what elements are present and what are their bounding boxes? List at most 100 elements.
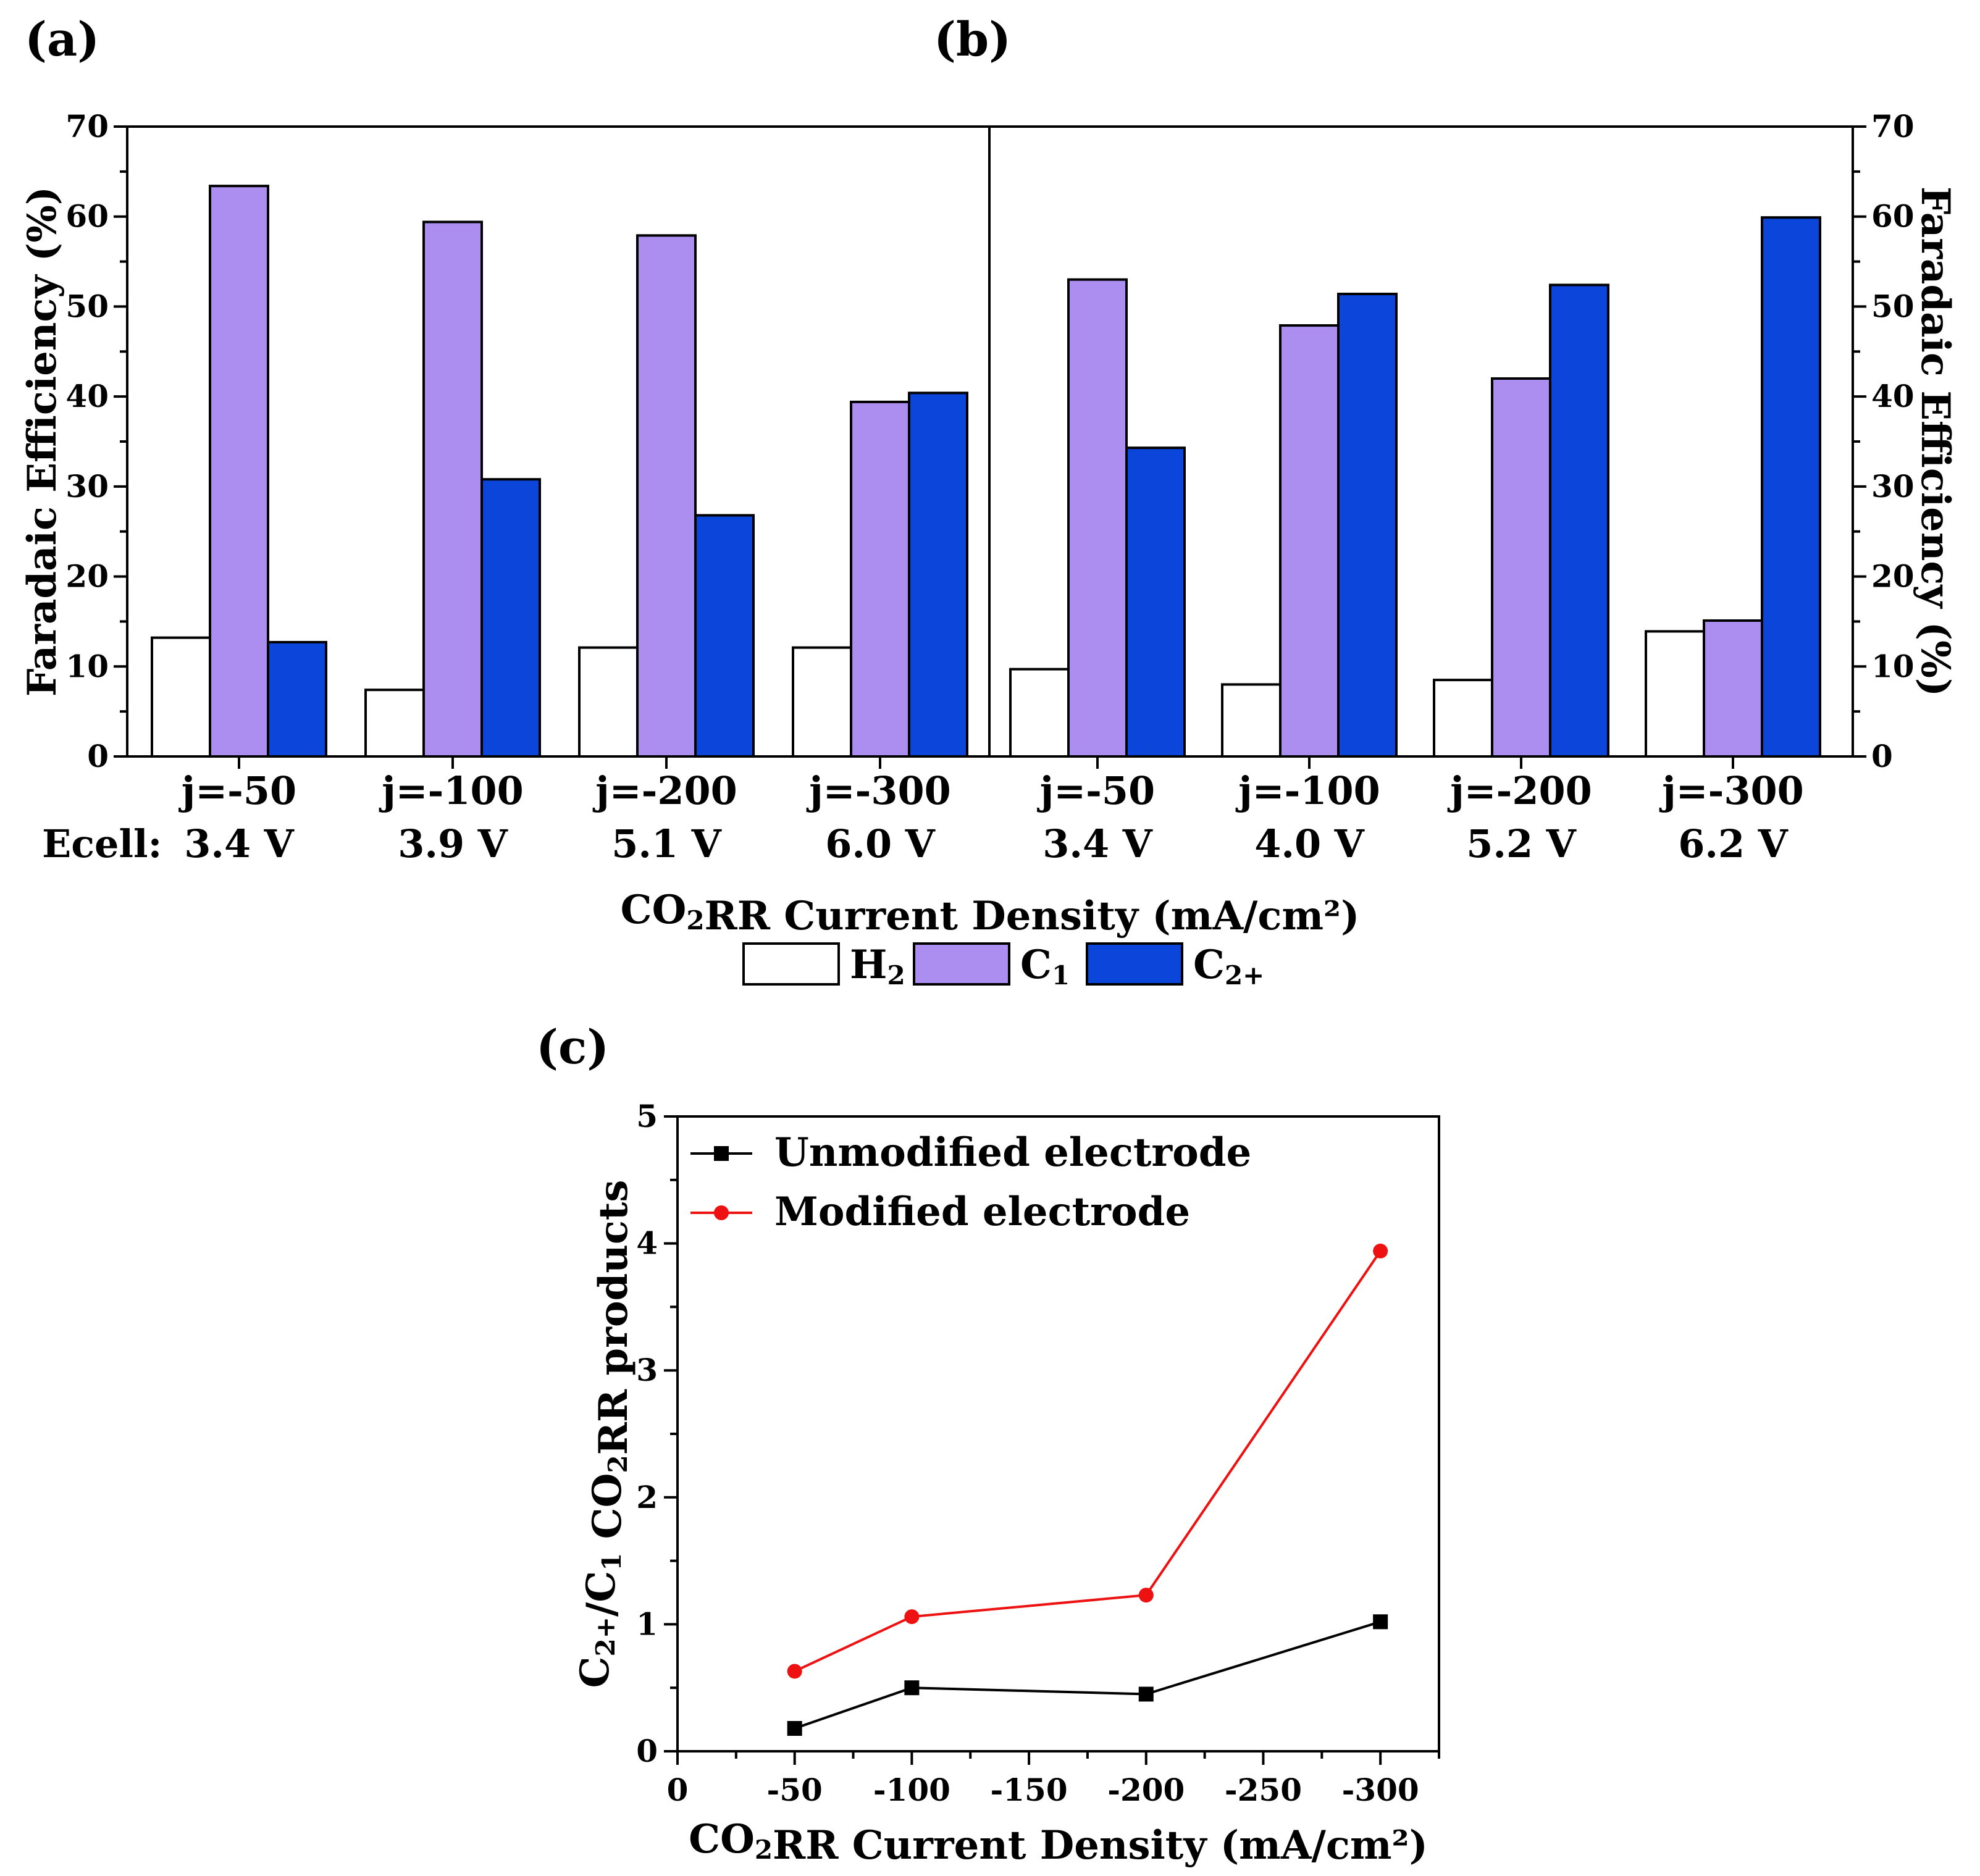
data-point-1-2 xyxy=(1138,1588,1154,1603)
ecell-label-b-3: 6.2 V xyxy=(1678,821,1788,866)
text-part: C xyxy=(1193,942,1225,988)
c-x-tick-label-6: -300 xyxy=(1342,1772,1419,1808)
text-subscript: 2 xyxy=(686,905,704,936)
bar-b-H2-3 xyxy=(1645,630,1705,758)
text-part: CO xyxy=(584,1473,631,1553)
bar-b-H2-0 xyxy=(1009,668,1070,758)
text-part: CO xyxy=(621,887,687,933)
y-tick-label-a-5: 50 xyxy=(65,288,109,324)
bar-a-C2+-0 xyxy=(267,640,327,758)
bar-a-C2+-3 xyxy=(908,392,968,758)
c-y-tick-label-5: 5 xyxy=(636,1098,658,1134)
ecell-label-a-2: 5.1 V xyxy=(611,821,721,866)
text-subscript: 2 xyxy=(603,1455,633,1473)
y-tick-label-a-1: 10 xyxy=(65,648,109,684)
y-tick-label-b-3: 30 xyxy=(1871,468,1915,505)
bar-a-C1-2 xyxy=(636,234,697,758)
text-part: RR Current Density (mA/cm²) xyxy=(773,1822,1428,1869)
bar-b-H2-2 xyxy=(1433,679,1493,758)
c-y-tick-label-0: 0 xyxy=(636,1733,658,1769)
text-subscript: 2+ xyxy=(590,1617,621,1656)
bar-a-H2-2 xyxy=(578,646,639,758)
legend-swatch-0 xyxy=(742,942,840,986)
panel-label-b: (b) xyxy=(934,12,1011,67)
ecell-label-b-0: 3.4 V xyxy=(1042,821,1152,866)
c-y-tick-label-3: 3 xyxy=(636,1352,658,1388)
text-subscript: 1 xyxy=(597,1552,627,1570)
bar-b-C2+-3 xyxy=(1761,216,1821,758)
c-x-tick-label-1: -50 xyxy=(767,1772,823,1808)
panel-labels: (a) (b) (c) xyxy=(25,12,1011,1074)
data-point-0-0 xyxy=(787,1720,802,1736)
data-point-0-3 xyxy=(1373,1614,1388,1630)
y-tick-label-a-4: 40 xyxy=(65,378,109,414)
bar-b-C1-1 xyxy=(1279,324,1340,758)
c-y-axis-title: C2+/C1 CO2RR products xyxy=(572,1180,637,1688)
top-x-axis-title: CO2RR Current Density (mA/cm²) xyxy=(621,887,1360,939)
bar-a-C1-1 xyxy=(422,220,483,758)
category-label-b-3: j=-300 xyxy=(1659,768,1804,813)
bar-a-C1-0 xyxy=(209,185,269,758)
text-subscript: 2 xyxy=(887,960,905,990)
panel-c-line-chart: 0 -50 -100 -150 -200 -250 -300 0 1 2 3 4 5 Unmodified… xyxy=(572,1098,1440,1869)
category-label-a-0: j=-50 xyxy=(178,768,296,813)
y-tick-label-a-6: 60 xyxy=(65,198,109,235)
c-legend-marker-1 xyxy=(714,1205,729,1220)
ecell-label-b-2: 5.2 V xyxy=(1466,821,1576,866)
y-tick-label-b-5: 50 xyxy=(1871,288,1915,324)
text-part: C xyxy=(572,1656,618,1688)
data-point-1-1 xyxy=(904,1609,920,1625)
y-tick-label-b-0: 0 xyxy=(1871,738,1893,774)
category-label-a-3: j=-300 xyxy=(806,768,951,813)
y-tick-label-a-2: 20 xyxy=(65,558,109,595)
y-tick-label-b-1: 10 xyxy=(1871,648,1915,684)
c-legend-label-1: Modified electrode xyxy=(774,1189,1190,1235)
y-tick-label-b-4: 40 xyxy=(1871,378,1915,414)
y-tick-label-b-7: 70 xyxy=(1871,108,1915,144)
text-part: /C xyxy=(578,1571,624,1617)
ecell-label-a-3: 6.0 V xyxy=(825,821,935,866)
bar-b-C1-0 xyxy=(1067,278,1128,758)
y-tick-label-a-7: 70 xyxy=(65,108,109,144)
c-x-tick-label-4: -200 xyxy=(1107,1772,1185,1808)
text-subscript: 2 xyxy=(755,1835,773,1865)
bar-b-H2-1 xyxy=(1221,683,1282,758)
data-point-0-1 xyxy=(904,1680,920,1696)
bar-b-C1-2 xyxy=(1491,377,1551,758)
bar-b-C1-3 xyxy=(1703,619,1763,758)
text-part: H xyxy=(850,942,887,988)
c-y-tick-label-1: 1 xyxy=(636,1606,658,1642)
category-label-a-1: j=-100 xyxy=(379,768,524,813)
ecell-label: Ecell: xyxy=(42,821,162,866)
series-line-0 xyxy=(794,1620,1381,1730)
text-subscript: 2+ xyxy=(1225,960,1264,990)
legend-swatch-1 xyxy=(913,942,1010,986)
series-line-1 xyxy=(794,1250,1382,1673)
bar-a-C2+-1 xyxy=(480,478,541,758)
text-part: RR products xyxy=(590,1180,637,1455)
legend-label-1: C1 xyxy=(1020,942,1070,990)
category-label-b-2: j=-200 xyxy=(1447,768,1592,813)
bar-b-C2+-0 xyxy=(1125,446,1186,758)
c-legend-marker-0 xyxy=(714,1146,729,1161)
y-axis-title-b: Faradaic Efficiency (%) xyxy=(1912,186,1958,697)
bar-a-C1-3 xyxy=(850,400,910,758)
text-part: CO xyxy=(689,1816,755,1862)
c-x-tick-label-2: -100 xyxy=(873,1772,950,1808)
c-x-tick-label-3: -150 xyxy=(991,1772,1068,1808)
legend-swatch-2 xyxy=(1086,942,1183,986)
data-point-0-2 xyxy=(1138,1686,1154,1702)
ecell-label-a-0: 3.4 V xyxy=(184,821,294,866)
category-label-b-1: j=-100 xyxy=(1235,768,1380,813)
bar-a-H2-0 xyxy=(151,636,211,758)
data-point-1-3 xyxy=(1373,1243,1388,1258)
category-label-b-0: j=-50 xyxy=(1037,768,1155,813)
y-tick-label-b-6: 60 xyxy=(1871,198,1915,235)
y-tick-label-a-3: 30 xyxy=(65,468,109,505)
panel-label-a: (a) xyxy=(25,12,99,67)
panel-label-c: (c) xyxy=(536,1020,609,1074)
c-x-axis-title: CO2RR Current Density (mA/cm²) xyxy=(689,1816,1428,1869)
c-x-tick-label-5: -250 xyxy=(1225,1772,1302,1808)
bar-a-H2-3 xyxy=(792,646,852,758)
c-y-tick-label-4: 4 xyxy=(636,1225,658,1262)
